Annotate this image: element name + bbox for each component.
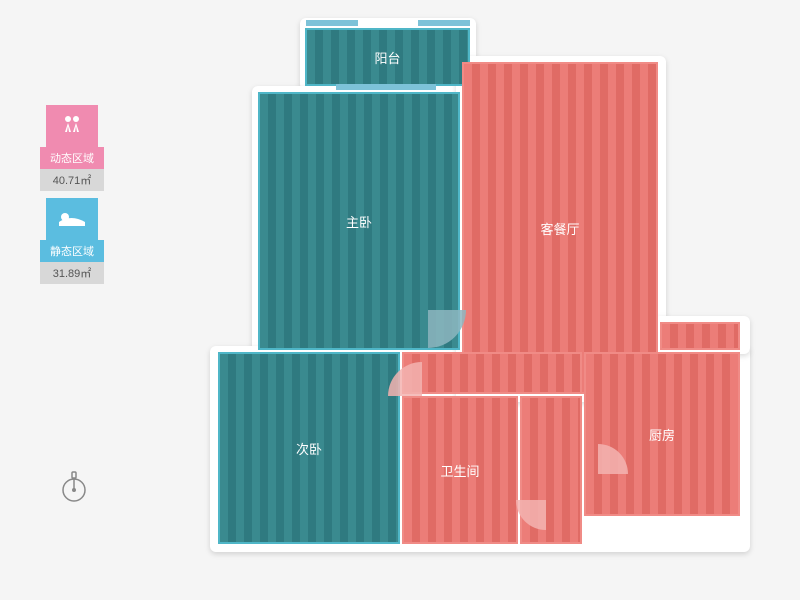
floorplan-canvas: 阳台主卧次卧 客餐厅卫生间 厨房 动态区域 40.71㎡ 静态区域 31.89㎡ xyxy=(0,0,800,600)
window xyxy=(336,84,436,90)
room-living: 客餐厅 xyxy=(462,62,658,394)
window xyxy=(306,20,358,26)
people-icon xyxy=(46,105,98,147)
window xyxy=(418,20,470,26)
room-label-bath: 卫生间 xyxy=(440,461,479,480)
room-second: 次卧 xyxy=(218,352,400,544)
room-kitchen: 厨房 xyxy=(584,352,740,516)
legend-static-value: 31.89㎡ xyxy=(40,262,104,284)
room-passage xyxy=(402,352,582,394)
legend-dynamic: 动态区域 40.71㎡ xyxy=(40,105,104,191)
room-bath: 卫生间 xyxy=(402,396,518,544)
room-label-kitchen: 厨房 xyxy=(649,425,675,444)
room-label-second: 次卧 xyxy=(296,439,322,458)
compass-icon xyxy=(60,470,88,498)
legend-static: 静态区域 31.89㎡ xyxy=(40,198,104,284)
room-label-living: 客餐厅 xyxy=(540,219,579,238)
legend-dynamic-value: 40.71㎡ xyxy=(40,169,104,191)
sleep-icon xyxy=(46,198,98,240)
legend-dynamic-label: 动态区域 xyxy=(40,147,104,169)
legend-static-label: 静态区域 xyxy=(40,240,104,262)
room-label-balcony: 阳台 xyxy=(374,48,400,67)
room-side xyxy=(660,322,740,350)
room-balcony: 阳台 xyxy=(305,28,470,86)
room-label-master: 主卧 xyxy=(346,212,372,231)
